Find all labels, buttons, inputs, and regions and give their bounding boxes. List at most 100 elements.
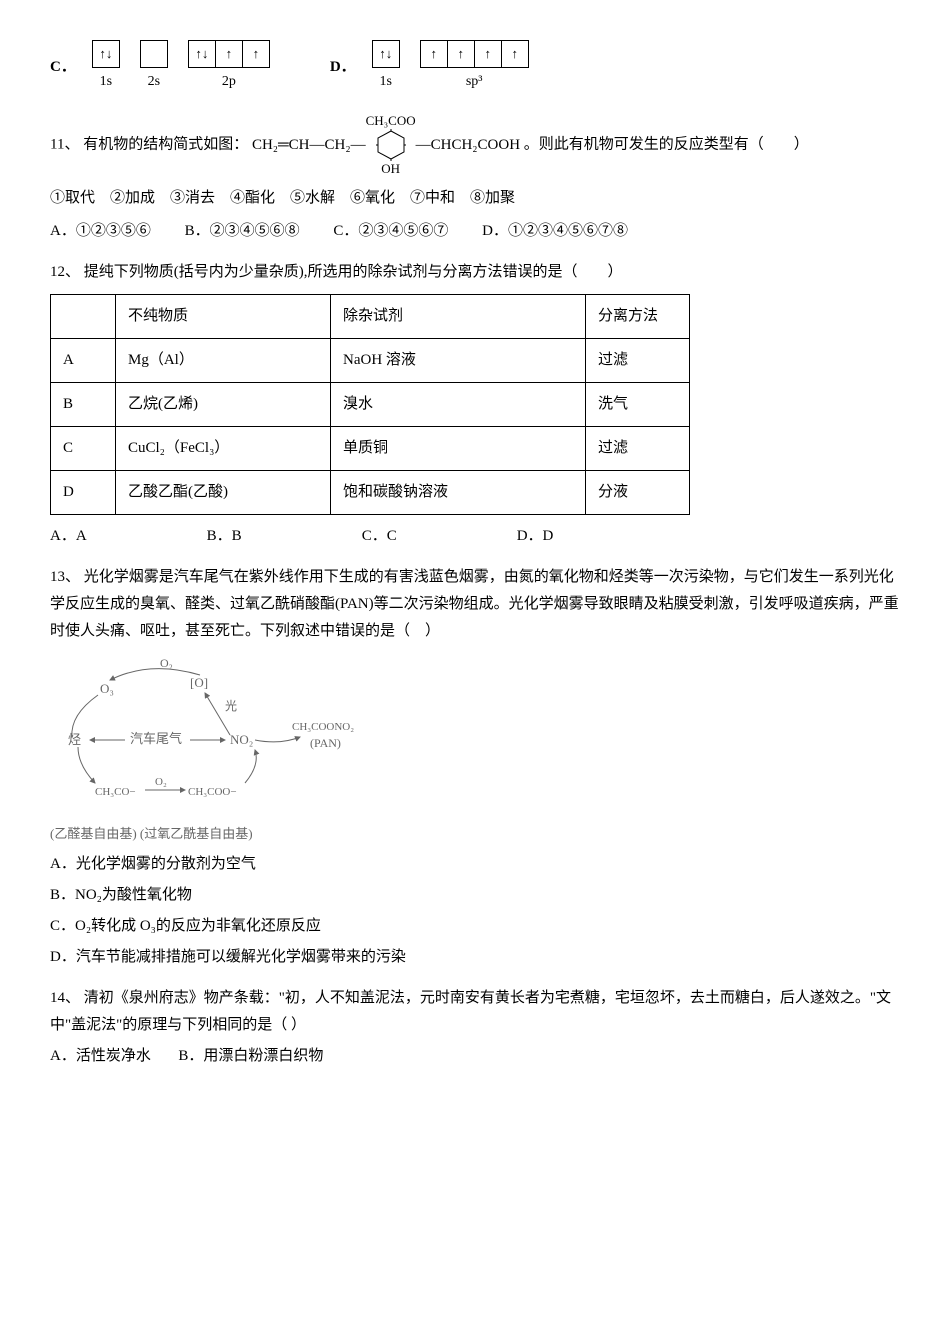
table-row: D 乙酸乙酯(乙酸) 饱和碳酸钠溶液 分液 <box>51 470 690 514</box>
cell: 乙烷(乙烯) <box>116 382 331 426</box>
th-substance: 不纯物质 <box>116 294 331 338</box>
orbital-label: sp³ <box>466 69 483 94</box>
q13-choice-c: C．O₂转化成 O₃的反应为非氧化还原反应 <box>50 913 900 940</box>
q11-opt-b: B．②③④⑤⑥⑧ <box>185 218 300 245</box>
cell: 饱和碳酸钠溶液 <box>331 470 586 514</box>
q10-orbital-options: C． ↑↓ 1s 2s ↑↓ ↑ ↑ 2p D． ↑↓ 1s ↑ ↑ ↑ ↑ <box>50 40 900 94</box>
question-12: 12、 提纯下列物质(括号内为少量杂质),所选用的除杂试剂与分离方法错误的是（ … <box>50 259 900 550</box>
cell: A <box>51 338 116 382</box>
q13-choice-d: D．汽车节能减排措施可以缓解光化学烟雾带来的污染 <box>50 944 900 971</box>
q14-choice-b: B．用漂白粉漂白织物 <box>178 1048 323 1064</box>
cell: 溴水 <box>331 382 586 426</box>
orbital-box: ↑ <box>242 40 270 68</box>
q13-number: 13、 <box>50 569 80 585</box>
q13-stem: 光化学烟雾是汽车尾气在紫外线作用下生成的有害浅蓝色烟雾，由氮的氧化物和烃类等一次… <box>50 569 899 639</box>
q11-structural-formula: CH₂═CH—CH₂— CH₃COO OH —CHCH₂COOH <box>252 114 520 177</box>
cell: D <box>51 470 116 514</box>
q11-options: A．①②③⑤⑥ B．②③④⑤⑥⑧ C．②③④⑤⑥⑦ D．①②③④⑤⑥⑦⑧ <box>50 218 900 245</box>
q14-stem: 清初《泉州府志》物产条载："初，人不知盖泥法，元时南安有黄长者为宅煮糖，宅垣忽坏… <box>50 990 891 1033</box>
table-row: A Mg（Al） NaOH 溶液 过滤 <box>51 338 690 382</box>
q12-opt-d: D．D <box>517 523 554 550</box>
cell: 单质铜 <box>331 426 586 470</box>
table-row: B 乙烷(乙烯) 溴水 洗气 <box>51 382 690 426</box>
question-11: 11、 有机物的结构简式如图： CH₂═CH—CH₂— CH₃COO OH —C… <box>50 114 900 245</box>
orbital-label: 2p <box>222 69 236 94</box>
q12-opt-b: B．B <box>207 523 242 550</box>
q12-number: 12、 <box>50 264 80 280</box>
question-14: 14、 清初《泉州府志》物产条载："初，人不知盖泥法，元时南安有黄长者为宅煮糖，… <box>50 985 900 1070</box>
cell: 过滤 <box>586 338 690 382</box>
opt-c-label: C． <box>50 54 76 81</box>
benzene-ring-icon <box>374 128 408 162</box>
optc-group-2: 2s <box>140 40 168 94</box>
q11-opt-d: D．①②③④⑤⑥⑦⑧ <box>482 218 628 245</box>
q12-opt-c: C．C <box>362 523 397 550</box>
cell: NaOH 溶液 <box>331 338 586 382</box>
question-13: 13、 光化学烟雾是汽车尾气在紫外线作用下生成的有害浅蓝色烟雾，由氮的氧化物和烃… <box>50 564 900 971</box>
th-reagent: 除杂试剂 <box>331 294 586 338</box>
label-peroxyacetyl: CH₃COO− <box>188 786 237 798</box>
cell: 分液 <box>586 470 690 514</box>
label-light: 光 <box>225 699 237 713</box>
q11-stem-after: 。则此有机物可发生的反应类型有（ ） <box>524 137 809 153</box>
opt-d-label: D． <box>330 54 356 81</box>
orbital-label: 1s <box>379 69 391 94</box>
label-exhaust: 汽车尾气 <box>130 731 182 746</box>
orbital-box: ↑↓ <box>92 40 120 68</box>
label-o2: O₂ <box>160 656 173 670</box>
label-o2-mid: O₂ <box>155 776 167 788</box>
formula-left: CH₂═CH—CH₂— <box>252 132 366 159</box>
q11-opt-a: A．①②③⑤⑥ <box>50 218 151 245</box>
th-blank <box>51 294 116 338</box>
cell: C <box>51 426 116 470</box>
formula-top: CH₃COO <box>366 114 416 128</box>
orbital-box: ↑ <box>420 40 448 68</box>
orbital-label: 2s <box>148 69 160 94</box>
cell: 乙酸乙酯(乙酸) <box>116 470 331 514</box>
q11-opt-c: C．②③④⑤⑥⑦ <box>333 218 448 245</box>
orbital-label: 1s <box>100 69 112 94</box>
q11-stem-before: 有机物的结构简式如图： <box>83 137 248 153</box>
orbital-box: ↑ <box>474 40 502 68</box>
label-hydrocarbon: 烃 <box>68 732 81 747</box>
orbital-box <box>140 40 168 68</box>
table-header-row: 不纯物质 除杂试剂 分离方法 <box>51 294 690 338</box>
label-no2: NO₂ <box>230 732 253 747</box>
formula-right: —CHCH₂COOH <box>416 132 520 159</box>
cell: B <box>51 382 116 426</box>
label-o3: O₃ <box>100 681 114 696</box>
orbital-box: ↑ <box>447 40 475 68</box>
q11-types: ①取代 ②加成 ③消去 ④酯化 ⑤水解 ⑥氧化 ⑦中和 ⑧加聚 <box>50 185 900 212</box>
cell: 洗气 <box>586 382 690 426</box>
q12-stem: 提纯下列物质(括号内为少量杂质),所选用的除杂试剂与分离方法错误的是（ ） <box>84 264 623 280</box>
q11-number: 11、 <box>50 137 79 153</box>
q13-diagram: O₂ O₃ [O] 光 汽车尾气 NO₂ 烃 CH₃COONO₂ (PAN) <box>50 655 900 845</box>
q12-table: 不纯物质 除杂试剂 分离方法 A Mg（Al） NaOH 溶液 过滤 B 乙烷(… <box>50 294 690 515</box>
orbital-box: ↑↓ <box>372 40 400 68</box>
cell: Mg（Al） <box>116 338 331 382</box>
q12-opt-a: A．A <box>50 523 87 550</box>
th-method: 分离方法 <box>586 294 690 338</box>
label-pan-formula: CH₃COONO₂ <box>292 721 354 733</box>
optc-group-3: ↑↓ ↑ ↑ 2p <box>188 40 270 94</box>
q14-choices-line: A．活性炭净水 B．用漂白粉漂白织物 <box>50 1043 900 1070</box>
cell: CuCl₂（FeCl₃） <box>116 426 331 470</box>
table-row: C CuCl₂（FeCl₃） 单质铜 过滤 <box>51 426 690 470</box>
optc-group-1: ↑↓ 1s <box>92 40 120 94</box>
q14-number: 14、 <box>50 990 80 1006</box>
formula-bottom: OH <box>381 162 400 176</box>
q13-diagram-caption: (乙醛基自由基) (过氧乙酰基自由基) <box>50 822 900 845</box>
orbital-box: ↑↓ <box>188 40 216 68</box>
cell: 过滤 <box>586 426 690 470</box>
label-o: [O] <box>190 675 208 690</box>
optd-group-2: ↑ ↑ ↑ ↑ sp³ <box>420 40 529 94</box>
q14-choice-a: A．活性炭净水 <box>50 1048 151 1064</box>
q13-choice-b: B．NO₂为酸性氧化物 <box>50 882 900 909</box>
label-acetyl: CH₃CO− <box>95 786 136 798</box>
q13-choice-a: A．光化学烟雾的分散剂为空气 <box>50 851 900 878</box>
label-pan: (PAN) <box>310 736 341 750</box>
orbital-box: ↑ <box>215 40 243 68</box>
photochemical-smog-diagram: O₂ O₃ [O] 光 汽车尾气 NO₂ 烃 CH₃COONO₂ (PAN) <box>50 655 370 810</box>
optd-group-1: ↑↓ 1s <box>372 40 400 94</box>
orbital-box: ↑ <box>501 40 529 68</box>
